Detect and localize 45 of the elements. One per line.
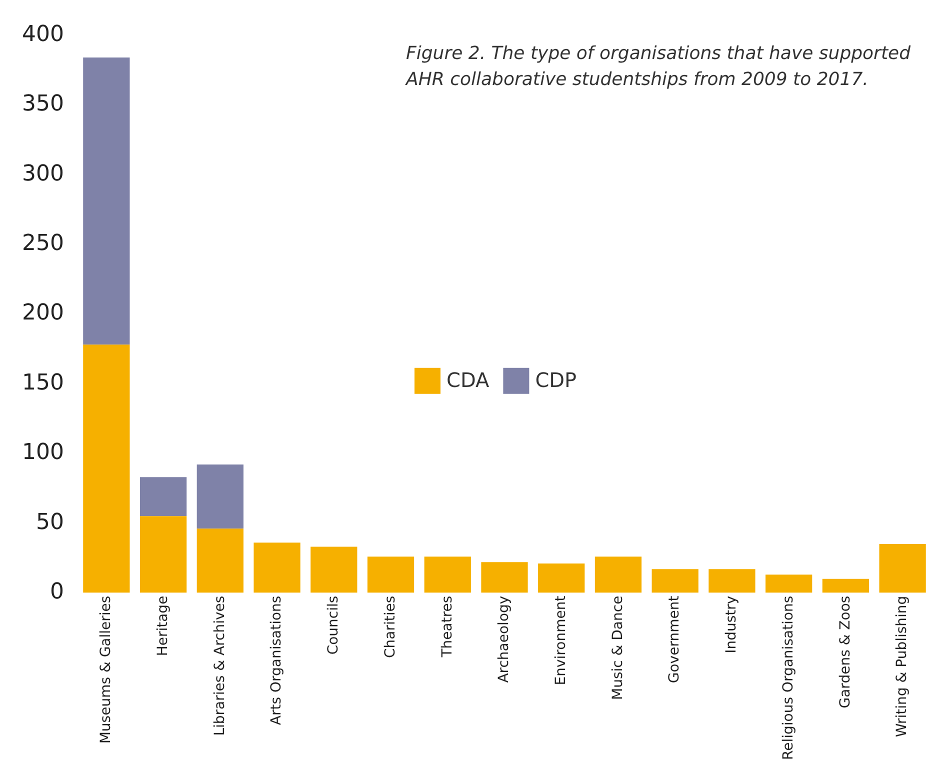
- x-tick-label: Gardens & Zoos: [837, 596, 854, 708]
- bar: [310, 546, 358, 593]
- bar: [424, 556, 471, 593]
- x-tick-label: Arts Organisations: [268, 596, 285, 726]
- y-tick-label: 200: [22, 300, 64, 326]
- x-tick-label: Heritage: [154, 596, 171, 656]
- x-tick-label: Archaeology: [496, 596, 512, 683]
- text: Figure 2. The type of organisations that have supported AHR collaborative studentships from 2009 to 2017.: [405, 42, 912, 90]
- y-tick-label: 250: [22, 231, 64, 256]
- x-tick-label: Environment: [553, 595, 570, 686]
- bar: [83, 58, 130, 345]
- legend-label: CDA: [446, 368, 490, 392]
- y-tick-label: 400: [22, 22, 64, 47]
- y-tick-label: 50: [36, 510, 64, 535]
- y-tick-label: 0: [50, 580, 64, 605]
- bar: [196, 528, 244, 593]
- bar: [708, 569, 756, 593]
- x-tick-label: Music & Dance: [610, 596, 626, 700]
- bar: [766, 574, 812, 593]
- bar: [196, 464, 244, 529]
- x-tick-label: Government: [666, 595, 683, 684]
- x-tick-label: Industry: [724, 596, 740, 654]
- y-tick-label: 100: [22, 440, 64, 466]
- bar: [140, 477, 187, 516]
- y-tick-label: 300: [22, 161, 64, 186]
- x-tick-label: Councils: [326, 596, 342, 655]
- bar: [879, 544, 926, 593]
- y-tick-label: 350: [22, 92, 64, 117]
- bar: [481, 562, 528, 593]
- x-tick-label: Libraries & Archives: [212, 596, 228, 736]
- bar: [367, 556, 414, 593]
- bar: [594, 556, 642, 593]
- x-tick-label: Museums & Galleries: [98, 596, 114, 744]
- x-tick-label: Writing & Publishing: [894, 596, 910, 738]
- bar: [83, 344, 130, 593]
- bar: [822, 578, 870, 593]
- x-tick-label: Theatres: [439, 596, 456, 658]
- legend-label: CDP: [535, 368, 577, 392]
- x-tick-label: Religious Organisations: [780, 596, 796, 760]
- y-tick-label: 150: [22, 370, 64, 396]
- bar: [140, 516, 187, 593]
- bar: [254, 542, 300, 593]
- x-tick-label: Charities: [382, 596, 398, 658]
- bar: [652, 569, 698, 593]
- bar: [538, 564, 585, 593]
